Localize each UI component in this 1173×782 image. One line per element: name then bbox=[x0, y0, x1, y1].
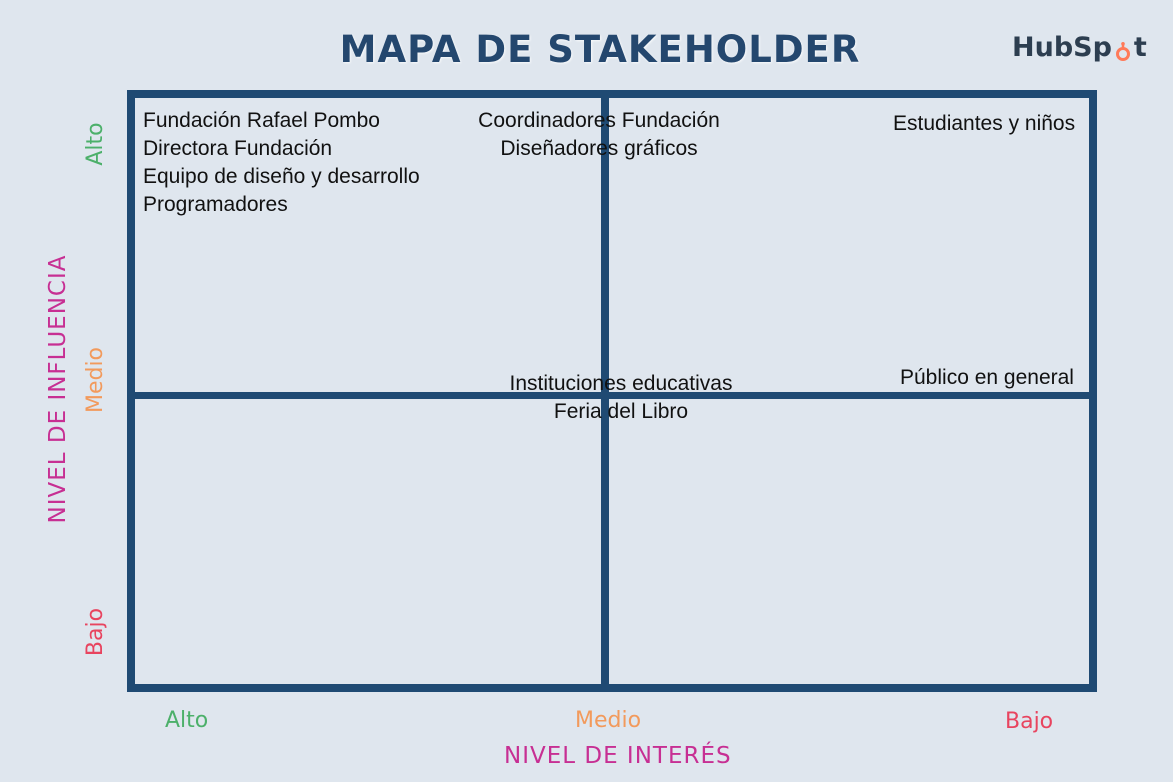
stakeholder-label: Programadores bbox=[143, 193, 288, 216]
x-axis-title: NIVEL DE INTERÉS bbox=[504, 743, 732, 769]
stakeholder-label: Diseñadores gráficos bbox=[500, 137, 698, 160]
grid-divider-horizontal bbox=[127, 392, 1097, 399]
stakeholder-label: Coordinadores Fundación bbox=[478, 109, 720, 132]
cell-mid-center: Instituciones educativas Feria del Libro bbox=[471, 370, 771, 426]
y-level-low: Bajo bbox=[83, 607, 108, 657]
stakeholder-label: Equipo de diseño y desarrollo bbox=[143, 165, 420, 188]
stakeholder-label: Estudiantes y niños bbox=[893, 112, 1076, 135]
stakeholder-label: Feria del Libro bbox=[553, 400, 689, 423]
logo-text-left: HubSp bbox=[1012, 32, 1112, 63]
x-level-high: Alto bbox=[165, 708, 209, 733]
x-level-low: Bajo bbox=[1005, 709, 1054, 734]
grid-border-bottom bbox=[127, 684, 1097, 692]
hubspot-sprocket-icon bbox=[1113, 38, 1133, 61]
cell-mid-right: Público en general bbox=[900, 364, 1074, 392]
stakeholder-label: Público en general bbox=[900, 366, 1074, 389]
stakeholder-label: Directora Fundación bbox=[143, 137, 333, 160]
grid-divider-vertical bbox=[601, 90, 609, 692]
grid-border-top bbox=[127, 90, 1097, 98]
hubspot-logo: HubSp t bbox=[1012, 32, 1147, 63]
map-title: MAPA DE STAKEHOLDER bbox=[339, 28, 861, 71]
logo-text-right: t bbox=[1133, 32, 1147, 63]
cell-top-right: Estudiantes y niños bbox=[893, 110, 1075, 138]
stakeholder-label: Instituciones educativas bbox=[509, 372, 733, 395]
y-axis-title: NIVEL DE INFLUENCIA bbox=[45, 254, 71, 524]
y-level-high: Alto bbox=[83, 122, 108, 166]
cell-top-mid: Coordinadores Fundación Diseñadores gráf… bbox=[449, 107, 749, 163]
y-level-mid: Medio bbox=[83, 346, 108, 414]
grid-border-left bbox=[127, 90, 135, 692]
x-level-mid: Medio bbox=[575, 708, 642, 733]
grid-border-right bbox=[1089, 90, 1097, 692]
cell-top-left: Fundación Rafael Pombo Directora Fundaci… bbox=[143, 107, 420, 219]
stakeholder-label: Fundación Rafael Pombo bbox=[143, 109, 380, 132]
